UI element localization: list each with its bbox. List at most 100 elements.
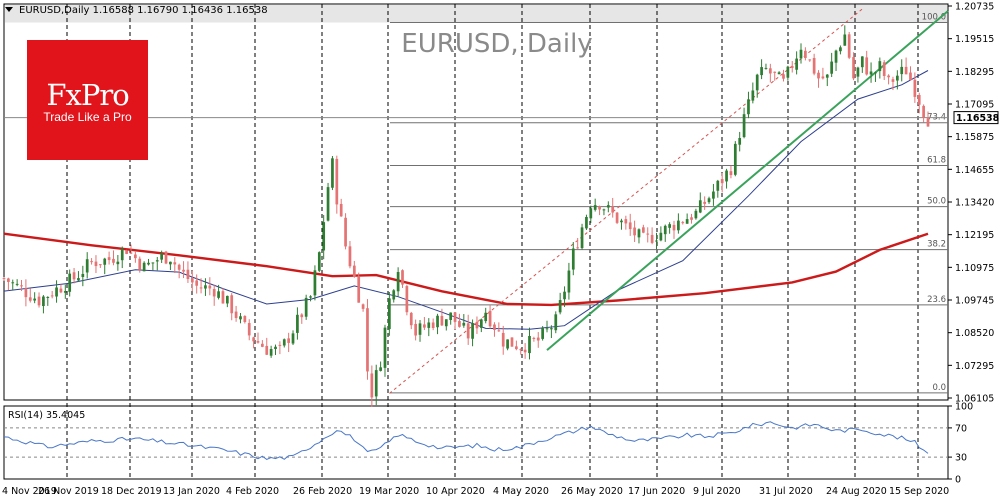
- candle-body: [602, 209, 606, 211]
- candle-body: [839, 47, 842, 52]
- candle-body: [405, 286, 409, 313]
- candle-body: [580, 227, 584, 249]
- candle-body: [195, 280, 199, 286]
- candle-body: [852, 57, 855, 79]
- candle-body: [790, 66, 794, 68]
- candle-body: [98, 264, 102, 266]
- candle-body: [7, 278, 10, 282]
- candle-body: [650, 234, 654, 243]
- candle-body: [506, 339, 509, 349]
- current-price-box: [953, 111, 999, 125]
- candle-body: [606, 205, 610, 208]
- trendline-extension: [927, 10, 949, 29]
- candle-body: [536, 337, 540, 341]
- candle-body: [243, 315, 247, 323]
- candle-body: [895, 75, 899, 81]
- candle-body: [28, 297, 32, 301]
- candle-body: [515, 346, 518, 350]
- candle-body: [2, 278, 6, 280]
- candle-body: [361, 304, 365, 309]
- candle-body: [423, 324, 426, 328]
- candle-body: [742, 114, 746, 138]
- candle-body: [309, 296, 312, 298]
- candle-body: [300, 314, 304, 318]
- chart-header-symbol: EURUSD,Daily 1.16588 1.16790 1.16436 1.1…: [19, 5, 268, 16]
- candle-body: [558, 300, 562, 313]
- x-tick-label: 26 May 2020: [561, 486, 623, 497]
- candle-body: [20, 285, 23, 287]
- current-price-label: 1.16538: [956, 113, 1000, 124]
- candle-body: [125, 250, 128, 254]
- candle-body: [177, 264, 181, 270]
- candle-body: [458, 321, 461, 327]
- candle-body: [63, 291, 67, 293]
- candle-body: [466, 323, 470, 339]
- x-tick-label: 13 Jan 2020: [163, 486, 220, 497]
- y-tick-label: 1.19515: [955, 34, 994, 45]
- logo-tagline: Trade Like a Pro: [43, 110, 132, 124]
- candle-body: [677, 220, 680, 231]
- candle-body: [497, 330, 501, 332]
- fib-level-label: 61.8: [927, 155, 946, 165]
- candle-body: [747, 99, 750, 115]
- candle-body: [304, 297, 308, 317]
- candle-body: [869, 71, 873, 75]
- candle-body: [160, 253, 164, 260]
- candle-body: [155, 260, 159, 262]
- candle-body: [545, 328, 549, 330]
- candle-body: [68, 273, 72, 292]
- dropdown-arrow-icon[interactable]: [5, 7, 13, 12]
- fib-level-label: 23.6: [927, 295, 946, 305]
- candle-body: [42, 296, 45, 307]
- candle-body: [685, 219, 689, 224]
- candle-body: [554, 314, 558, 331]
- candle-body: [366, 308, 369, 372]
- ma200-line: [3, 232, 929, 307]
- candle-body: [874, 72, 877, 74]
- candle-body: [169, 261, 172, 265]
- candle-body: [501, 332, 505, 347]
- candle-body: [729, 171, 733, 176]
- watermark-layer: EURUSD, Daily: [401, 29, 592, 59]
- candle-body: [751, 90, 755, 101]
- candle-body: [335, 158, 339, 205]
- candle-body: [707, 198, 711, 203]
- candle-body: [493, 324, 496, 330]
- fib-level-label: 50.0: [927, 197, 946, 207]
- candle-body: [247, 323, 251, 336]
- candle-body: [563, 291, 566, 300]
- candle-body: [94, 261, 98, 267]
- candle-body: [116, 261, 120, 265]
- candle-body: [278, 344, 282, 346]
- candle-body: [891, 79, 895, 82]
- candle-body: [550, 328, 553, 330]
- candle-body: [843, 34, 847, 46]
- candle-body: [322, 222, 326, 251]
- candle-body: [409, 312, 413, 326]
- rsi-tick-label: 100: [955, 402, 973, 413]
- candle-body: [663, 225, 667, 235]
- candle-body: [134, 254, 137, 259]
- x-tick-label: 26 Feb 2020: [293, 486, 352, 497]
- candle-body: [331, 158, 334, 188]
- candle-body: [414, 323, 417, 336]
- candle-body: [15, 283, 19, 285]
- candle-body: [147, 262, 150, 265]
- candle-body: [396, 271, 400, 292]
- candle-body: [698, 200, 702, 213]
- candle-body: [847, 34, 851, 58]
- watermark-title: EURUSD, Daily: [401, 29, 592, 59]
- candle-body: [221, 291, 225, 304]
- candle-body: [782, 74, 785, 79]
- y-tick-label: 1.17095: [955, 100, 994, 111]
- candle-body: [352, 265, 356, 277]
- candle-body: [628, 222, 632, 230]
- candle-body: [357, 276, 361, 303]
- candle-body: [808, 59, 812, 61]
- candle-body: [282, 339, 286, 346]
- candles-layer: [2, 25, 930, 407]
- candle-body: [55, 287, 58, 297]
- candle-body: [519, 349, 523, 351]
- candle-body: [401, 270, 404, 285]
- candle-body: [799, 49, 803, 59]
